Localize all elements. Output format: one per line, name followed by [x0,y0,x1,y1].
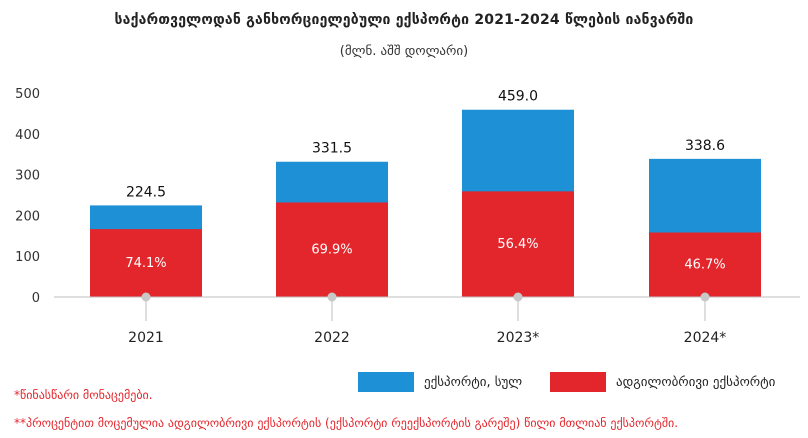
data-label-share: 56.4% [497,237,538,252]
data-label-share: 46.7% [684,258,725,273]
bar-domestic [276,202,388,297]
bar-domestic [462,191,574,297]
x-tick-label: 2021 [128,330,164,346]
y-tick-label: 100 [15,250,40,265]
legend-label-domestic: ადგილობრივი ექსპორტი [616,374,776,390]
legend-label-total: ექსპორტი, სულ [424,374,523,390]
y-tick-label: 400 [15,128,40,143]
x-tick-label: 2022 [314,330,350,346]
legend-item-total: ექსპორტი, სულ [358,372,522,392]
x-axis-dot [700,292,710,302]
legend-swatch-domestic [550,372,606,392]
legend-swatch-total [358,372,414,392]
note-percent: **პროცენტით მოცემულია ადგილობრივი ექსპორ… [14,416,679,430]
x-axis-dot [327,292,337,302]
data-label-share: 69.9% [311,243,352,258]
data-label-total: 459.0 [498,89,538,105]
y-tick-label: 300 [15,169,40,184]
chart-title: საქართველოდან განხორციელებული ექსპორტი 2… [114,12,694,28]
y-tick-label: 500 [15,87,40,102]
y-tick-label: 200 [15,209,40,224]
chart-subtitle: (მლნ. აშშ დოლარი) [339,44,469,59]
data-label-total: 331.5 [312,141,352,157]
x-tick-label: 2024* [684,330,727,346]
data-label-total: 224.5 [126,184,166,200]
note-preliminary: *წინასწარი მონაცემები. [14,388,153,402]
bar-domestic [649,232,761,297]
legend-item-domestic: ადგილობრივი ექსპორტი [550,372,775,392]
bar-domestic [90,229,202,297]
x-axis-dot [513,292,523,302]
x-tick-label: 2023* [497,330,540,346]
x-axis-dot [141,292,151,302]
data-label-share: 74.1% [125,256,166,271]
data-label-total: 338.6 [685,138,725,154]
y-tick-label: 0 [32,291,40,306]
bar-chart: 0 100 200 300 400 500 224.5 74.1% 331.5 69.9% 459.… [15,87,800,346]
